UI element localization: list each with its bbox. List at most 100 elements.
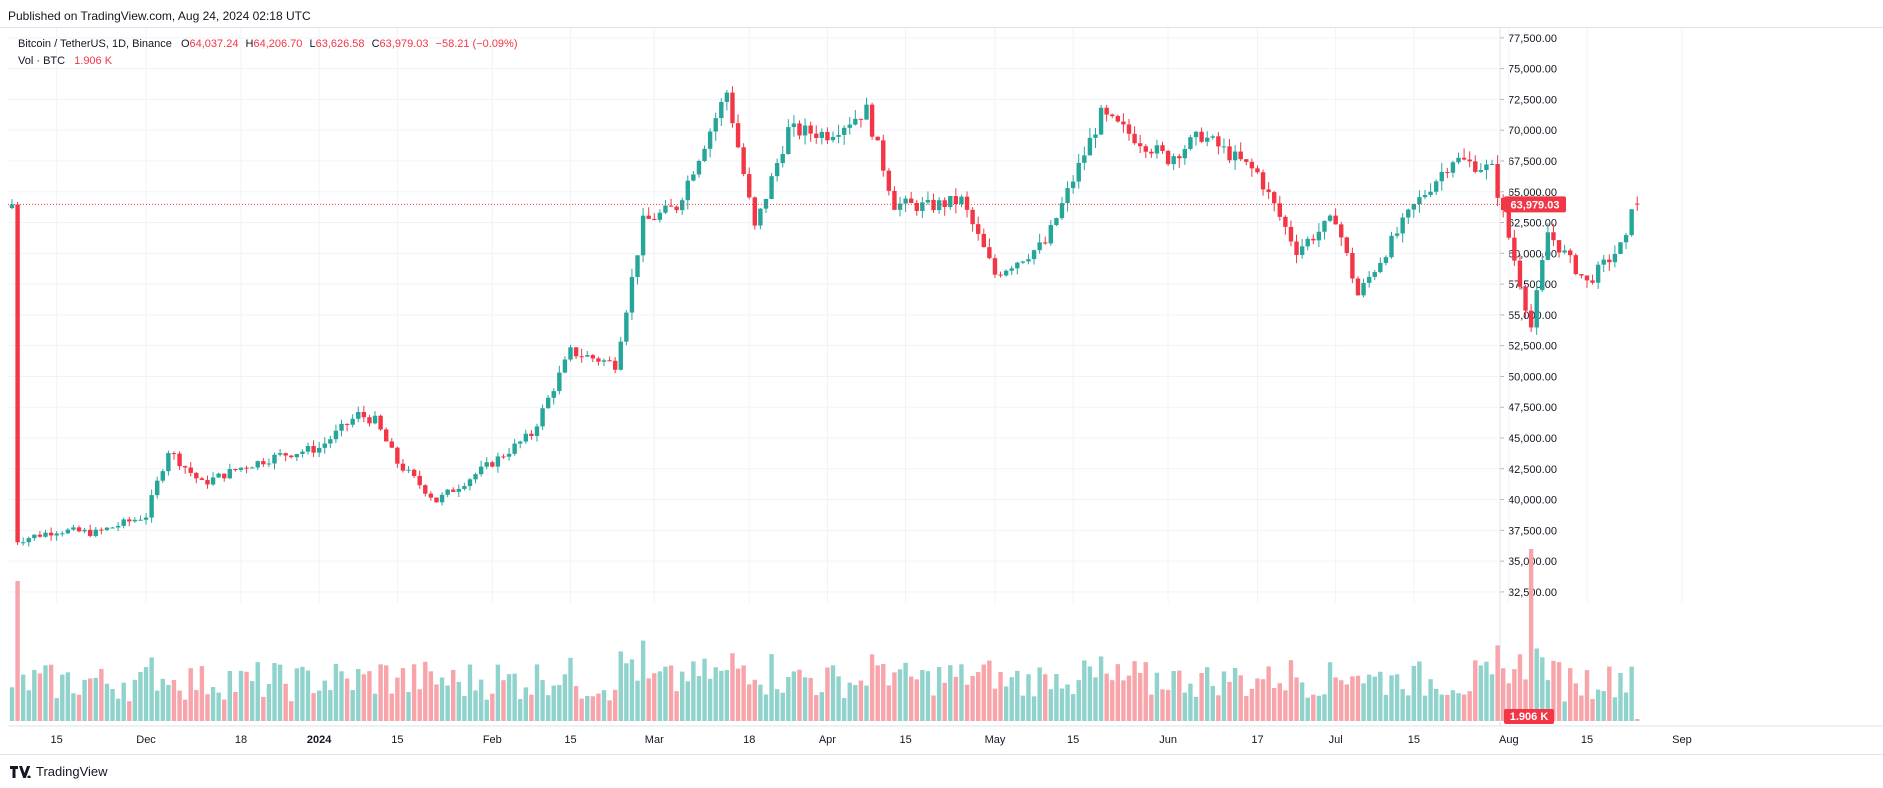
volume-bar bbox=[830, 665, 836, 721]
candle-body bbox=[1188, 137, 1193, 149]
y-tick-label: 65,000.00 bbox=[1508, 187, 1557, 199]
candle-body bbox=[707, 131, 713, 149]
candle-body bbox=[1043, 242, 1048, 244]
y-tick-label: 45,000.00 bbox=[1508, 433, 1557, 445]
volume-bar bbox=[1093, 677, 1098, 721]
candle-body bbox=[1098, 107, 1104, 135]
volume-bar bbox=[138, 672, 143, 721]
y-tick-label: 42,500.00 bbox=[1508, 464, 1557, 476]
volume-bar bbox=[82, 679, 87, 721]
x-tick-label: 15 bbox=[1408, 734, 1420, 746]
volume-bar bbox=[797, 669, 802, 721]
x-tick-label: Feb bbox=[483, 734, 502, 746]
candle-body bbox=[942, 200, 947, 208]
volume-bar bbox=[629, 659, 635, 721]
volume-bar bbox=[1299, 682, 1305, 721]
candle-body bbox=[518, 441, 523, 444]
candle-body bbox=[356, 412, 361, 419]
volume-bar bbox=[1551, 660, 1556, 721]
candle-body bbox=[99, 529, 104, 531]
candle-body bbox=[1601, 259, 1606, 265]
candle-body bbox=[26, 538, 31, 543]
volume-bar bbox=[573, 686, 579, 721]
candle-body bbox=[1568, 250, 1573, 256]
candle-body bbox=[1540, 259, 1545, 291]
candle-body bbox=[339, 423, 344, 431]
volume-bar bbox=[825, 667, 830, 721]
candle-body bbox=[568, 347, 573, 360]
x-tick-label: 15 bbox=[1581, 734, 1593, 746]
x-tick-label: Jun bbox=[1159, 734, 1177, 746]
volume-bar bbox=[277, 664, 283, 721]
volume-bar bbox=[1517, 654, 1523, 721]
candle-body bbox=[294, 453, 300, 458]
candle-body bbox=[277, 453, 283, 455]
symbol-label[interactable]: Bitcoin / TetherUS, 1D, Binance bbox=[18, 38, 172, 50]
volume-bar bbox=[1350, 676, 1355, 721]
candle-body bbox=[1445, 172, 1450, 174]
candle-body bbox=[1316, 231, 1322, 241]
candle-body bbox=[383, 429, 389, 442]
volume-bar bbox=[780, 692, 785, 721]
candle-body bbox=[562, 359, 568, 373]
volume-bar bbox=[551, 685, 556, 721]
candle-body bbox=[261, 461, 266, 465]
volume-bar bbox=[462, 695, 467, 721]
volume-bar bbox=[1366, 674, 1372, 721]
candle-body bbox=[663, 205, 668, 213]
volume-bar bbox=[1020, 695, 1026, 721]
candle-body bbox=[948, 196, 953, 208]
candle-body bbox=[20, 542, 26, 544]
candle-body bbox=[702, 148, 707, 162]
candle-body bbox=[417, 475, 422, 486]
volume-bar bbox=[1210, 685, 1215, 721]
candle-body bbox=[406, 469, 411, 471]
candle-body bbox=[1478, 170, 1484, 172]
volume-bar bbox=[914, 679, 919, 721]
candle-body bbox=[841, 127, 847, 135]
volume-bar bbox=[1216, 695, 1221, 721]
volume-bar bbox=[998, 671, 1003, 721]
volume-bar bbox=[1249, 688, 1255, 721]
candle-body bbox=[814, 133, 819, 138]
candle-body bbox=[1551, 232, 1556, 241]
change-value: −58.21 (−0.09%) bbox=[435, 38, 518, 50]
candle-body bbox=[361, 412, 367, 418]
candle-body bbox=[121, 519, 126, 526]
volume-bar bbox=[9, 687, 15, 721]
candle-body bbox=[1383, 257, 1389, 263]
volume-bar bbox=[1087, 666, 1093, 721]
volume-bar bbox=[657, 671, 663, 721]
volume-bar bbox=[249, 681, 255, 721]
footer-brand[interactable]: TradingView bbox=[10, 764, 108, 779]
volume-bar bbox=[205, 694, 210, 721]
candle-body bbox=[428, 493, 434, 498]
volume-bar bbox=[434, 684, 439, 721]
x-tick-label: 18 bbox=[743, 734, 755, 746]
candle-body bbox=[32, 534, 37, 539]
candle-body bbox=[143, 517, 149, 520]
volume-bar bbox=[713, 667, 718, 721]
last-price-tag bbox=[1504, 196, 1566, 213]
volume-label[interactable]: Vol · BTC bbox=[18, 55, 66, 67]
candle-body bbox=[115, 525, 121, 528]
volume-bar bbox=[920, 669, 925, 721]
y-tick-label: 72,500.00 bbox=[1508, 94, 1557, 106]
volume-bar bbox=[1277, 683, 1282, 721]
candle-body bbox=[652, 218, 657, 220]
volume-bar bbox=[316, 690, 322, 721]
volume-bar bbox=[367, 671, 372, 721]
candle-body bbox=[585, 355, 590, 357]
y-tick-label: 52,500.00 bbox=[1508, 341, 1557, 353]
volume-bar bbox=[1227, 681, 1232, 721]
candle-body bbox=[1361, 282, 1366, 296]
volume-bar bbox=[674, 691, 679, 721]
candle-body bbox=[936, 200, 942, 211]
candle-body bbox=[601, 360, 607, 362]
volume-bar bbox=[786, 676, 791, 721]
candle-body bbox=[1216, 136, 1221, 147]
candle-body bbox=[629, 276, 635, 313]
volume-bar bbox=[300, 666, 305, 721]
x-tick-label: Apr bbox=[819, 734, 836, 746]
